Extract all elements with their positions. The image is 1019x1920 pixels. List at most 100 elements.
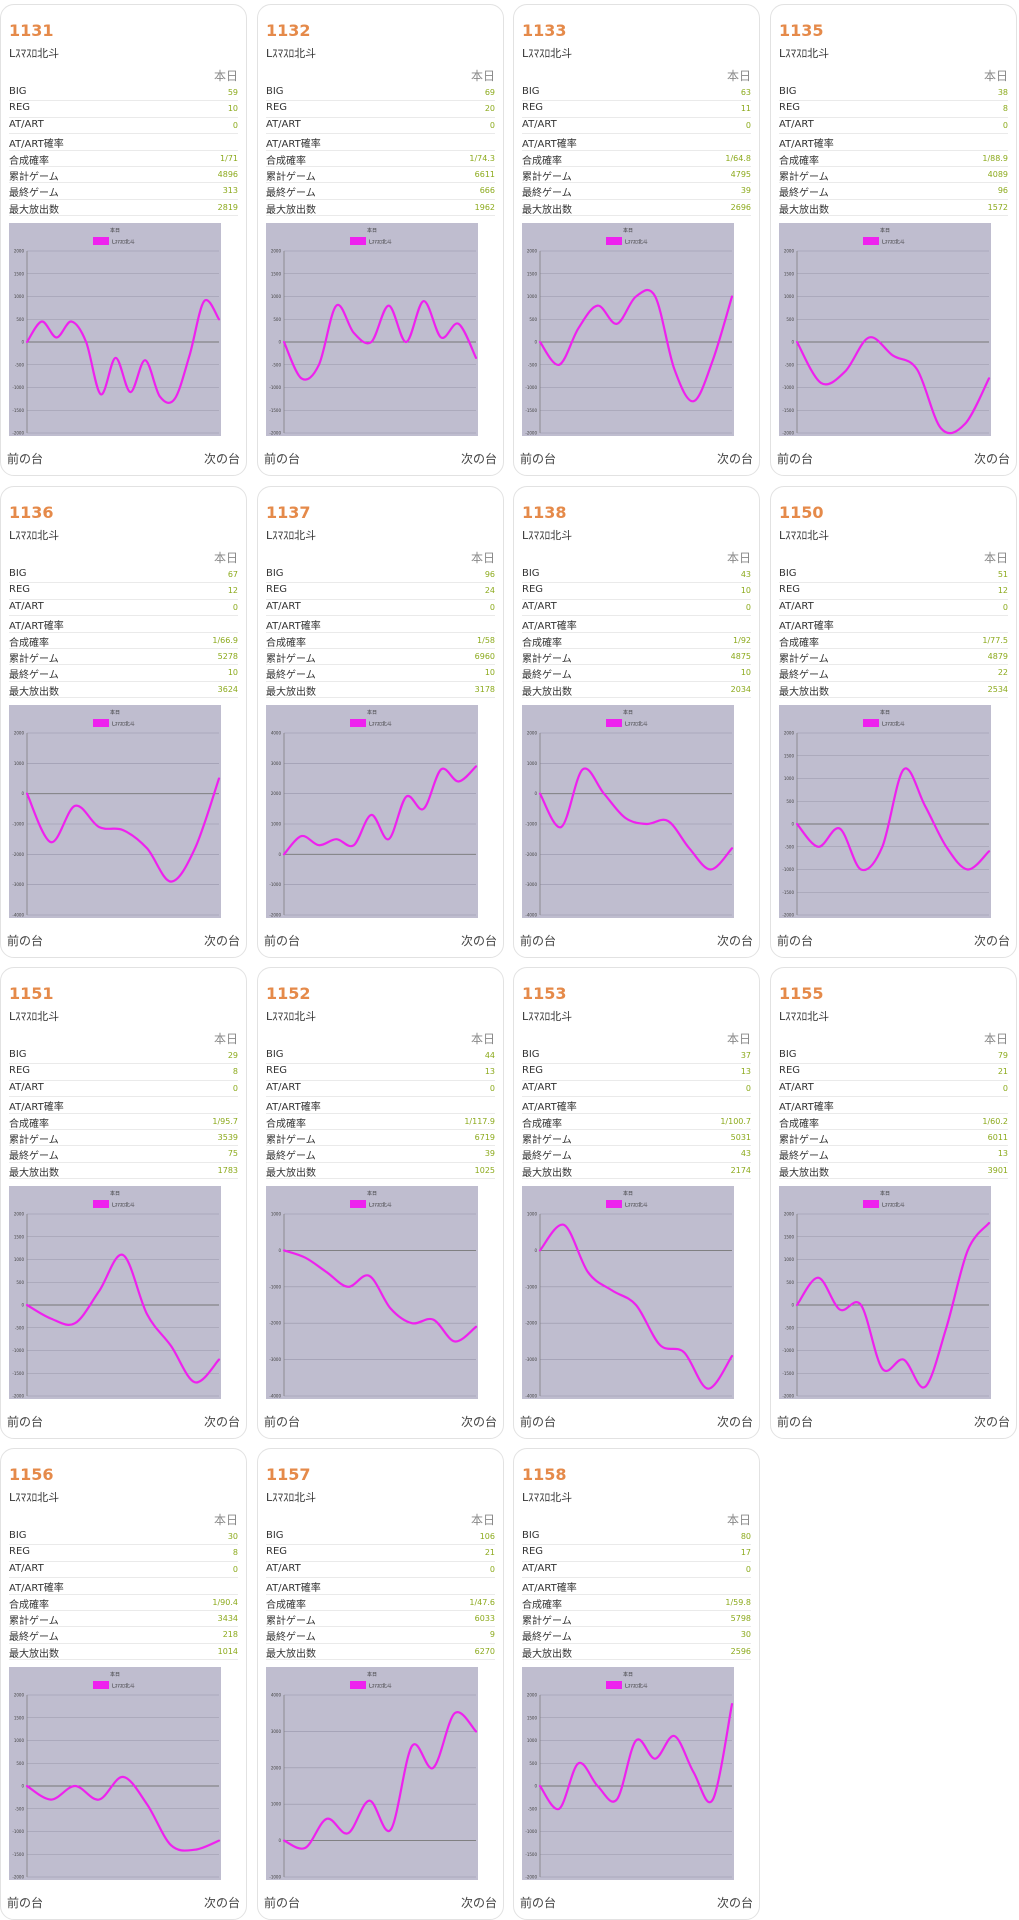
- machine-number[interactable]: 1136: [9, 503, 54, 522]
- y-tick-label: -1000: [525, 1284, 537, 1289]
- prev-machine-link[interactable]: 前の台: [7, 1896, 44, 1910]
- next-machine-link[interactable]: 次の台: [203, 452, 240, 466]
- stats-table: BIG 44 REG 13 AT/ART 0 AT/ART確率 合成確率 1/117.9 累計ゲー…: [266, 1048, 495, 1180]
- prev-machine-link[interactable]: 前の台: [520, 1896, 557, 1910]
- slump-chart-svg: 本日 Lｽﾏｽﾛ北斗 4000 3000 2000 1000 0 -1000 -2000: [266, 705, 478, 918]
- slump-chart: 本日 Lｽﾏｽﾛ北斗 2000 1500 1000 500 0 -500 -1000 -1500 -…: [522, 223, 734, 436]
- prev-machine-link[interactable]: 前の台: [7, 934, 44, 948]
- machine-name: Lｽﾏｽﾛ北斗: [779, 529, 830, 542]
- next-machine-link[interactable]: 次の台: [716, 934, 753, 948]
- machine-number[interactable]: 1153: [522, 984, 567, 1003]
- stat-value: 1/59.8: [725, 1597, 751, 1607]
- y-tick-label: 3000: [271, 1729, 282, 1734]
- stats-row: BIG 51: [779, 567, 1008, 584]
- machine-number[interactable]: 1157: [266, 1465, 311, 1484]
- next-machine-link[interactable]: 次の台: [460, 934, 497, 948]
- y-tick-label: -2000: [525, 1875, 537, 1880]
- machine-number[interactable]: 1135: [779, 21, 824, 40]
- prev-machine-link[interactable]: 前の台: [520, 452, 557, 466]
- today-header: 本日: [983, 551, 1008, 565]
- y-tick-label: 0: [791, 822, 794, 827]
- next-machine-link[interactable]: 次の台: [203, 1896, 240, 1910]
- y-tick-label: -1000: [525, 1829, 537, 1834]
- machine-number[interactable]: 1155: [779, 984, 824, 1003]
- y-tick-label: -1500: [12, 408, 24, 413]
- prev-machine-link[interactable]: 前の台: [520, 1415, 557, 1429]
- prev-machine-link[interactable]: 前の台: [7, 452, 44, 466]
- machine-name: Lｽﾏｽﾛ北斗: [266, 529, 317, 542]
- prev-machine-link[interactable]: 前の台: [520, 934, 557, 948]
- next-machine-link[interactable]: 次の台: [973, 452, 1010, 466]
- prev-machine-link[interactable]: 前の台: [777, 934, 814, 948]
- stat-value: 8: [232, 1067, 238, 1077]
- machine-number[interactable]: 1132: [266, 21, 311, 40]
- next-machine-link[interactable]: 次の台: [460, 452, 497, 466]
- prev-machine-link[interactable]: 前の台: [264, 934, 301, 948]
- stats-row: 合成確率 1/66.9: [9, 633, 238, 649]
- stat-value: 1014: [217, 1646, 238, 1656]
- stat-label: 累計ゲーム: [779, 1134, 829, 1146]
- y-tick-label: 0: [278, 1248, 281, 1253]
- next-machine-link[interactable]: 次の台: [716, 452, 753, 466]
- machine-number[interactable]: 1151: [9, 984, 54, 1003]
- next-machine-link[interactable]: 次の台: [973, 1415, 1010, 1429]
- next-machine-link[interactable]: 次の台: [716, 1415, 753, 1429]
- next-machine-link[interactable]: 次の台: [973, 934, 1010, 948]
- stat-value: 2034: [730, 684, 751, 694]
- stat-label: REG: [266, 1065, 288, 1077]
- slump-chart: 本日 Lｽﾏｽﾛ北斗 2000 1500 1000 500 0 -500 -1000 -1500 -…: [779, 705, 991, 918]
- slump-chart: 本日 Lｽﾏｽﾛ北斗 2000 1500 1000 500 0 -500 -1000 -1500 -…: [9, 223, 221, 436]
- machine-number[interactable]: 1138: [522, 503, 567, 522]
- next-machine-link[interactable]: 次の台: [203, 934, 240, 948]
- stats-row: 最大放出数 2534: [779, 682, 1008, 699]
- slump-chart: 本日 Lｽﾏｽﾛ北斗 2000 1500 1000 500 0 -500 -1000 -1500 -…: [9, 1667, 221, 1880]
- stat-value: 10: [227, 104, 238, 114]
- stats-row: 累計ゲーム 5278: [9, 649, 238, 666]
- stats-row: 合成確率 1/117.9: [266, 1114, 495, 1130]
- stat-label: AT/ART: [779, 118, 814, 130]
- y-tick-label: -1000: [525, 385, 537, 390]
- plot-background: [266, 705, 478, 918]
- stat-value: 10: [740, 668, 751, 678]
- y-tick-label: 0: [534, 1248, 537, 1253]
- prev-machine-link[interactable]: 前の台: [777, 1415, 814, 1429]
- legend-label: Lｽﾏｽﾛ北斗: [882, 1202, 905, 1209]
- stats-row: 最終ゲーム 218: [9, 1627, 238, 1644]
- legend-label: Lｽﾏｽﾛ北斗: [369, 1683, 392, 1690]
- y-tick-label: 2000: [271, 1765, 282, 1770]
- y-tick-label: -1000: [12, 1829, 24, 1834]
- slump-chart: 本日 Lｽﾏｽﾛ北斗 2000 1500 1000 500 0 -500 -1000 -1500 -…: [266, 223, 478, 436]
- machine-number[interactable]: 1158: [522, 1465, 567, 1484]
- prev-machine-link[interactable]: 前の台: [777, 452, 814, 466]
- stat-label: 累計ゲーム: [9, 653, 59, 665]
- stats-row: AT/ART 0: [779, 600, 1008, 617]
- machine-name: Lｽﾏｽﾛ北斗: [9, 47, 60, 60]
- y-tick-label: -2000: [12, 1394, 24, 1399]
- prev-machine-link[interactable]: 前の台: [264, 1896, 301, 1910]
- y-tick-label: 1500: [527, 271, 538, 276]
- stats-row: AT/ART 0: [9, 600, 238, 617]
- prev-machine-link[interactable]: 前の台: [264, 1415, 301, 1429]
- prev-machine-link[interactable]: 前の台: [7, 1415, 44, 1429]
- next-machine-link[interactable]: 次の台: [203, 1415, 240, 1429]
- plot-background: [9, 1667, 221, 1880]
- y-tick-label: 500: [16, 1280, 24, 1285]
- machine-number[interactable]: 1131: [9, 21, 54, 40]
- stats-row: 最終ゲーム 13: [779, 1146, 1008, 1163]
- next-machine-link[interactable]: 次の台: [460, 1415, 497, 1429]
- stat-label: AT/ART: [779, 1081, 814, 1093]
- machine-number[interactable]: 1133: [522, 21, 567, 40]
- stats-row: BIG 29: [9, 1048, 238, 1065]
- machine-number[interactable]: 1156: [9, 1465, 54, 1484]
- stats-row: 合成確率 1/60.2: [779, 1114, 1008, 1130]
- stat-value: 12: [227, 586, 238, 596]
- stat-label: 最大放出数: [9, 1648, 59, 1660]
- stat-label: AT/ART確率: [9, 621, 64, 633]
- y-tick-label: 2000: [14, 249, 25, 254]
- next-machine-link[interactable]: 次の台: [716, 1896, 753, 1910]
- machine-number[interactable]: 1150: [779, 503, 824, 522]
- machine-number[interactable]: 1137: [266, 503, 311, 522]
- machine-number[interactable]: 1152: [266, 984, 311, 1003]
- prev-machine-link[interactable]: 前の台: [264, 452, 301, 466]
- next-machine-link[interactable]: 次の台: [460, 1896, 497, 1910]
